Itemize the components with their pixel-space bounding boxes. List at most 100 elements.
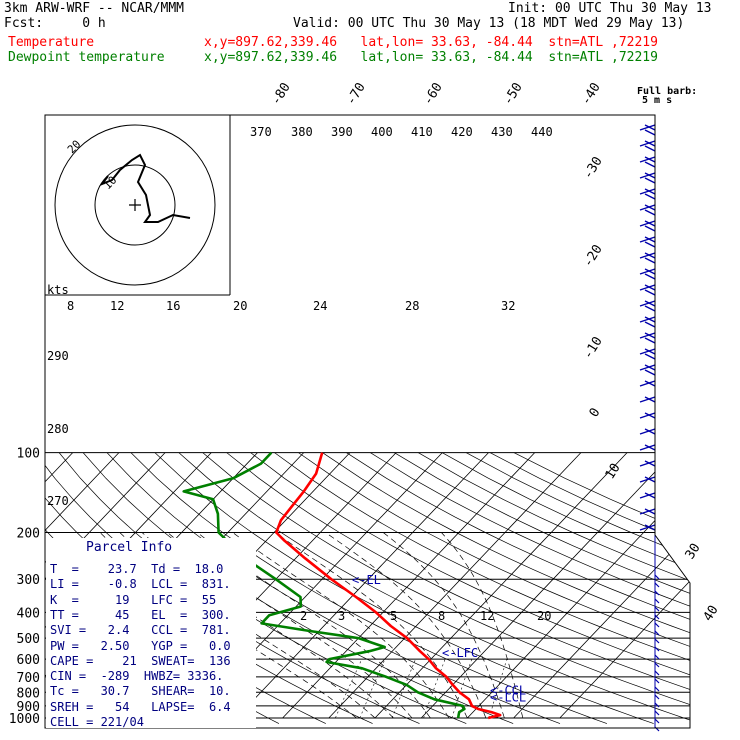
wind-barb xyxy=(654,670,660,676)
wind-barb xyxy=(639,348,656,355)
level-annotation: <-EL xyxy=(352,573,381,587)
wind-barb xyxy=(644,236,656,243)
parcel-info-row: CIN = -289 HWBZ= 3336. xyxy=(50,669,224,684)
isotherm-line xyxy=(328,452,582,719)
wind-barb xyxy=(654,662,660,668)
mixing-ratio-line xyxy=(488,659,508,719)
isotherm-label: -60 xyxy=(421,80,446,108)
dry-adiabat-label: 270 xyxy=(47,494,69,508)
theta-label: 370 xyxy=(250,125,272,139)
wind-barb xyxy=(654,582,660,588)
wind-barb xyxy=(654,654,660,660)
hodo-speed-label: 24 xyxy=(313,299,327,313)
parcel-info-row: SVI = 2.4 CCL = 781. xyxy=(50,623,231,638)
isotherm-label: 40 xyxy=(701,603,722,624)
moist-adiabat xyxy=(325,532,487,719)
wind-barb xyxy=(639,412,656,419)
dry-adiabat xyxy=(489,452,690,724)
pressure-label: 200 xyxy=(17,526,40,541)
wind-barb xyxy=(644,284,656,291)
wind-barb xyxy=(644,524,656,531)
wind-barb xyxy=(654,590,660,596)
mixing-ratio-line xyxy=(391,658,416,719)
mixing-ratio-label: 5 xyxy=(390,609,397,623)
wind-barb xyxy=(644,412,656,419)
hodo-speed-label: 20 xyxy=(233,299,247,313)
plot-frame xyxy=(44,114,691,729)
wind-barb xyxy=(639,172,656,179)
moist-adiabat xyxy=(99,532,357,719)
theta-label: 410 xyxy=(411,125,433,139)
wind-barb xyxy=(644,124,656,131)
wind-barb xyxy=(654,694,660,700)
wind-barb xyxy=(644,188,656,195)
wind-barb xyxy=(644,268,656,275)
hodo-ring-20 xyxy=(54,124,216,286)
wind-barb xyxy=(644,129,656,136)
hodo-trace xyxy=(99,175,113,187)
hodo-speed-label: 8 xyxy=(67,299,74,313)
dry-adiabat xyxy=(178,452,690,724)
wind-barb xyxy=(644,220,656,227)
wind-barb xyxy=(644,273,656,280)
moist-adiabat xyxy=(197,532,431,719)
wind-barb xyxy=(639,524,656,531)
dry-adiabat xyxy=(394,452,690,724)
dry-adiabat xyxy=(250,452,690,724)
mixing-ratio-line xyxy=(359,658,386,719)
wind-barb xyxy=(639,124,656,131)
isotherm-line xyxy=(282,452,536,719)
dry-adiabat xyxy=(441,452,690,724)
wind-barb xyxy=(639,444,656,451)
mixing-ratio-line xyxy=(335,658,363,719)
dewpoint-profile xyxy=(182,451,466,719)
level-annotation: <-CCL xyxy=(490,684,526,698)
wind-barb xyxy=(639,364,656,371)
dewpoint-location: x,y=897.62,339.46 lat,lon= 33.63, -84.44… xyxy=(204,50,658,65)
wind-barb xyxy=(639,188,656,195)
wind-barb xyxy=(644,492,656,499)
dry-adiabat-label: 280 xyxy=(47,422,69,436)
wind-barb xyxy=(654,630,660,636)
hodo-speed-label: 28 xyxy=(405,299,419,313)
wind-barb xyxy=(639,300,656,307)
wind-barb xyxy=(654,718,660,724)
isotherm-label: -40 xyxy=(579,80,604,108)
wind-barb xyxy=(639,476,656,483)
mixing-ratio-label: 2 xyxy=(300,609,307,623)
temperature-legend: Temperature xyxy=(8,35,95,50)
temperature-profile xyxy=(275,452,502,720)
mixing-ratio-label: 8 xyxy=(438,609,445,623)
hodo-ring-label: 20 xyxy=(65,138,84,157)
wind-barb xyxy=(644,241,656,248)
parcel-info-row: TT = 45 EL = 300. xyxy=(50,607,231,622)
isotherm-line xyxy=(236,452,489,719)
pressure-label: 600 xyxy=(17,653,40,668)
wind-barb xyxy=(644,444,656,451)
wind-barb xyxy=(644,257,656,264)
header-valid: Valid: 00 UTC Thu 30 May 13 (18 MDT Wed … xyxy=(293,16,685,31)
wind-barb xyxy=(639,220,656,227)
moist-adiabat xyxy=(441,532,524,719)
wind-barb xyxy=(644,305,656,312)
wind-barb xyxy=(639,316,656,323)
wind-barb xyxy=(639,492,656,499)
wind-barb xyxy=(644,316,656,323)
pressure-label: 1000 xyxy=(9,712,40,727)
wind-barb xyxy=(644,177,656,184)
parcel-info-row: K = 19 LFC = 55 xyxy=(50,592,217,607)
isotherm-label: 0 xyxy=(587,406,604,421)
wind-barb xyxy=(644,508,656,515)
wind-barb xyxy=(639,140,656,147)
dry-adiabat xyxy=(346,452,690,724)
dewpoint-legend: Dewpoint temperature xyxy=(8,50,165,65)
dry-adiabat xyxy=(130,452,608,724)
isotherm-label: 10 xyxy=(603,461,624,482)
parcel-info-row: SREH = 54 LAPSE= 6.4 xyxy=(50,699,231,714)
wind-barb xyxy=(639,428,656,435)
isotherm-line xyxy=(559,452,690,719)
wind-barb xyxy=(639,380,656,387)
dry-adiabat xyxy=(154,452,654,724)
dry-adiabat xyxy=(417,452,690,724)
dry-adiabat xyxy=(274,452,690,724)
